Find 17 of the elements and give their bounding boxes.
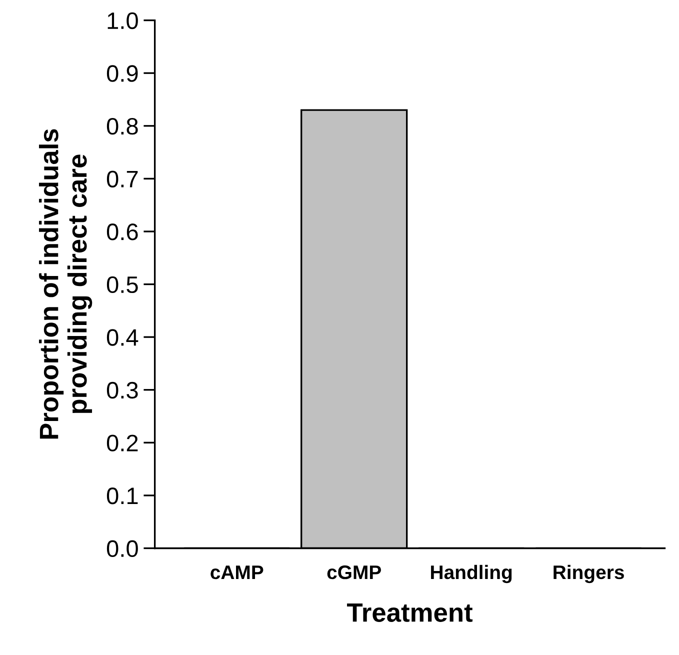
x-tick-label: Ringers	[554, 564, 624, 584]
y-tick-label: 0.7	[106, 170, 138, 188]
x-tick-label: cAMP	[210, 566, 264, 580]
x-tick-label: cGMP	[327, 565, 381, 580]
y-tick-label: 1.0	[108, 12, 138, 30]
y-tick-label: 0.1	[106, 488, 138, 504]
y-tick-label: 0.5	[106, 276, 138, 294]
x-tick-label: Handling	[431, 564, 512, 584]
y-tick-label: 0.2	[106, 434, 138, 452]
y-tick-label: 0.4	[106, 329, 138, 346]
y-tick-label: 0.0	[106, 540, 138, 558]
y-tick-label: 0.8	[106, 118, 138, 135]
y-tick-label: 0.3	[106, 382, 138, 399]
x-axis-title: Treatment	[347, 604, 473, 622]
y-tick-label: 0.6	[106, 224, 138, 240]
y-axis-title: Proportion of individuals providing direct care	[38, 129, 92, 439]
y-tick-label: 0.9	[106, 65, 138, 82]
